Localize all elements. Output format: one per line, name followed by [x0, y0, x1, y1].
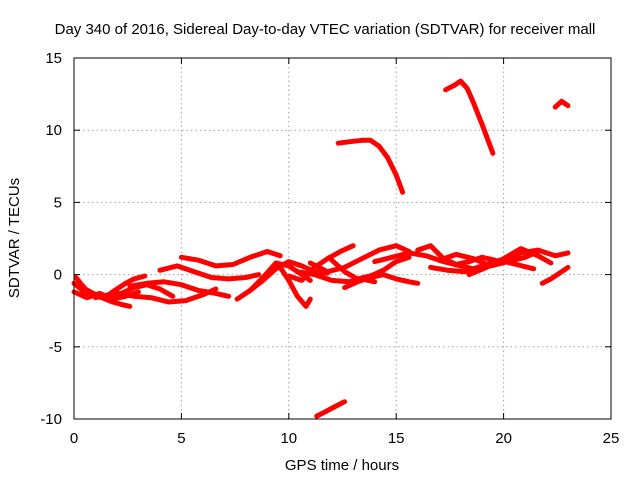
y-tick-label: 0 — [54, 267, 62, 284]
data-series — [71, 78, 571, 419]
series-arc-28 — [314, 399, 348, 419]
x-tick-label: 25 — [603, 430, 620, 447]
series-arc-23 — [501, 247, 571, 263]
series-arc-11 — [247, 259, 330, 293]
series-arc-8 — [157, 263, 262, 282]
plot-frame — [73, 57, 612, 420]
series-arc-24 — [539, 264, 571, 286]
series-arc-7 — [127, 279, 232, 299]
series-arc-20 — [428, 257, 537, 275]
x-tick-label: 20 — [495, 430, 512, 447]
x-axis-label: GPS time / hours — [285, 457, 399, 474]
series-arc-4 — [80, 273, 148, 301]
y-tick-label: -5 — [49, 339, 62, 356]
series-arc-6 — [114, 286, 219, 305]
series-arc-9 — [178, 249, 283, 269]
series-arc-25 — [335, 137, 406, 195]
series-arc-19 — [415, 243, 498, 267]
y-tick-label: 10 — [45, 122, 62, 139]
series-arc-13 — [286, 243, 356, 283]
y-tick-label: 5 — [54, 194, 62, 211]
y-axis-label: SDTVAR / TECUs — [6, 178, 23, 298]
series-arc-27 — [552, 98, 571, 110]
chart-title: Day 340 of 2016, Sidereal Day-to-day VTE… — [55, 21, 596, 38]
series-arc-15 — [307, 243, 412, 275]
series-arc-22 — [466, 246, 554, 278]
series-arc-17 — [342, 272, 421, 291]
grid-lines — [74, 58, 611, 419]
series-arc-26 — [443, 78, 496, 156]
series-arc-12 — [277, 264, 313, 309]
x-tick-label: 0 — [70, 430, 78, 447]
x-tick-label: 15 — [388, 430, 405, 447]
x-tick-label: 5 — [177, 430, 185, 447]
y-tick-label: 15 — [45, 50, 62, 67]
y-tick-label: -10 — [40, 411, 62, 428]
x-tick-label: 10 — [280, 430, 297, 447]
y-axis-ticks: -10 -5 0 5 10 15 — [40, 50, 611, 428]
x-axis-ticks: 0 5 10 15 20 25 — [70, 58, 620, 447]
